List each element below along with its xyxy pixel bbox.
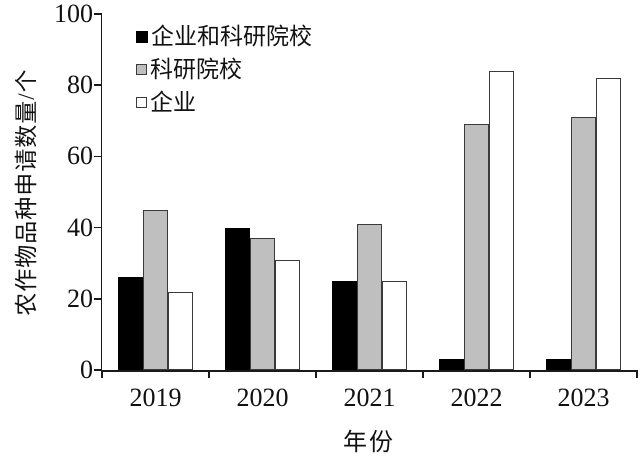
bar-series2-2022: [489, 70, 514, 370]
y-tick-label: 80: [67, 70, 93, 100]
x-tick-label-2021: 2021: [343, 383, 396, 412]
legend-swatch-series2-icon: [136, 97, 147, 108]
y-tick-label: 40: [67, 212, 93, 242]
y-tick-label: 20: [67, 283, 93, 313]
y-axis-title: 农作物品种申请数量/个: [14, 68, 39, 316]
legend-swatch-series0-icon: [136, 30, 148, 43]
y-tick: [93, 84, 101, 86]
y-tick: [93, 226, 101, 229]
legend: 企业和科研院校 科研院校企业: [136, 20, 312, 119]
y-axis-line: [100, 13, 102, 371]
bar-series2-2019: [168, 291, 193, 370]
legend-label-series1: 科研院校: [150, 56, 242, 82]
legend-item-series1: 科研院校: [136, 53, 312, 86]
x-tick-label-2023: 2023: [557, 383, 610, 412]
bar-series0-2022: [439, 359, 464, 370]
x-axis-line: [100, 370, 638, 372]
y-tick-label: 0: [80, 355, 93, 384]
x-tick: [422, 370, 424, 378]
legend-item-series2: 企业: [136, 86, 312, 119]
bar-series0-2023: [546, 359, 571, 370]
y-tick: [93, 369, 101, 371]
legend-label-series0: 企业和科研院校: [151, 23, 312, 49]
x-tick: [208, 370, 210, 378]
legend-item-series0: 企业和科研院校: [136, 20, 312, 53]
bar-series1-2021: [357, 224, 382, 370]
bar-series2-2021: [382, 281, 407, 370]
y-tick: [93, 13, 101, 15]
bar-series2-2023: [596, 78, 621, 370]
bar-series1-2022: [464, 124, 489, 370]
bar-series1-2020: [250, 238, 275, 370]
x-tick-label-2022: 2022: [450, 383, 503, 412]
x-tick: [101, 370, 103, 378]
x-tick: [636, 370, 638, 378]
y-tick-label: 100: [54, 0, 93, 28]
x-tick: [315, 370, 317, 378]
bar-series0-2021: [332, 281, 357, 370]
bar-series1-2023: [571, 117, 596, 370]
x-tick-label-2019: 2019: [129, 383, 182, 412]
y-tick-label: 60: [67, 141, 93, 171]
legend-label-series2: 企业: [150, 89, 196, 115]
x-tick-label-2020: 2020: [236, 383, 289, 412]
y-tick: [93, 155, 101, 158]
x-axis-title: 年份: [343, 430, 395, 456]
bar-series0-2019: [118, 277, 143, 370]
bar-series1-2019: [143, 209, 168, 370]
legend-swatch-series1-icon: [136, 64, 147, 75]
x-tick: [529, 370, 531, 378]
bar-series2-2020: [275, 259, 300, 370]
bar-series0-2020: [225, 227, 250, 370]
y-tick: [93, 298, 101, 300]
